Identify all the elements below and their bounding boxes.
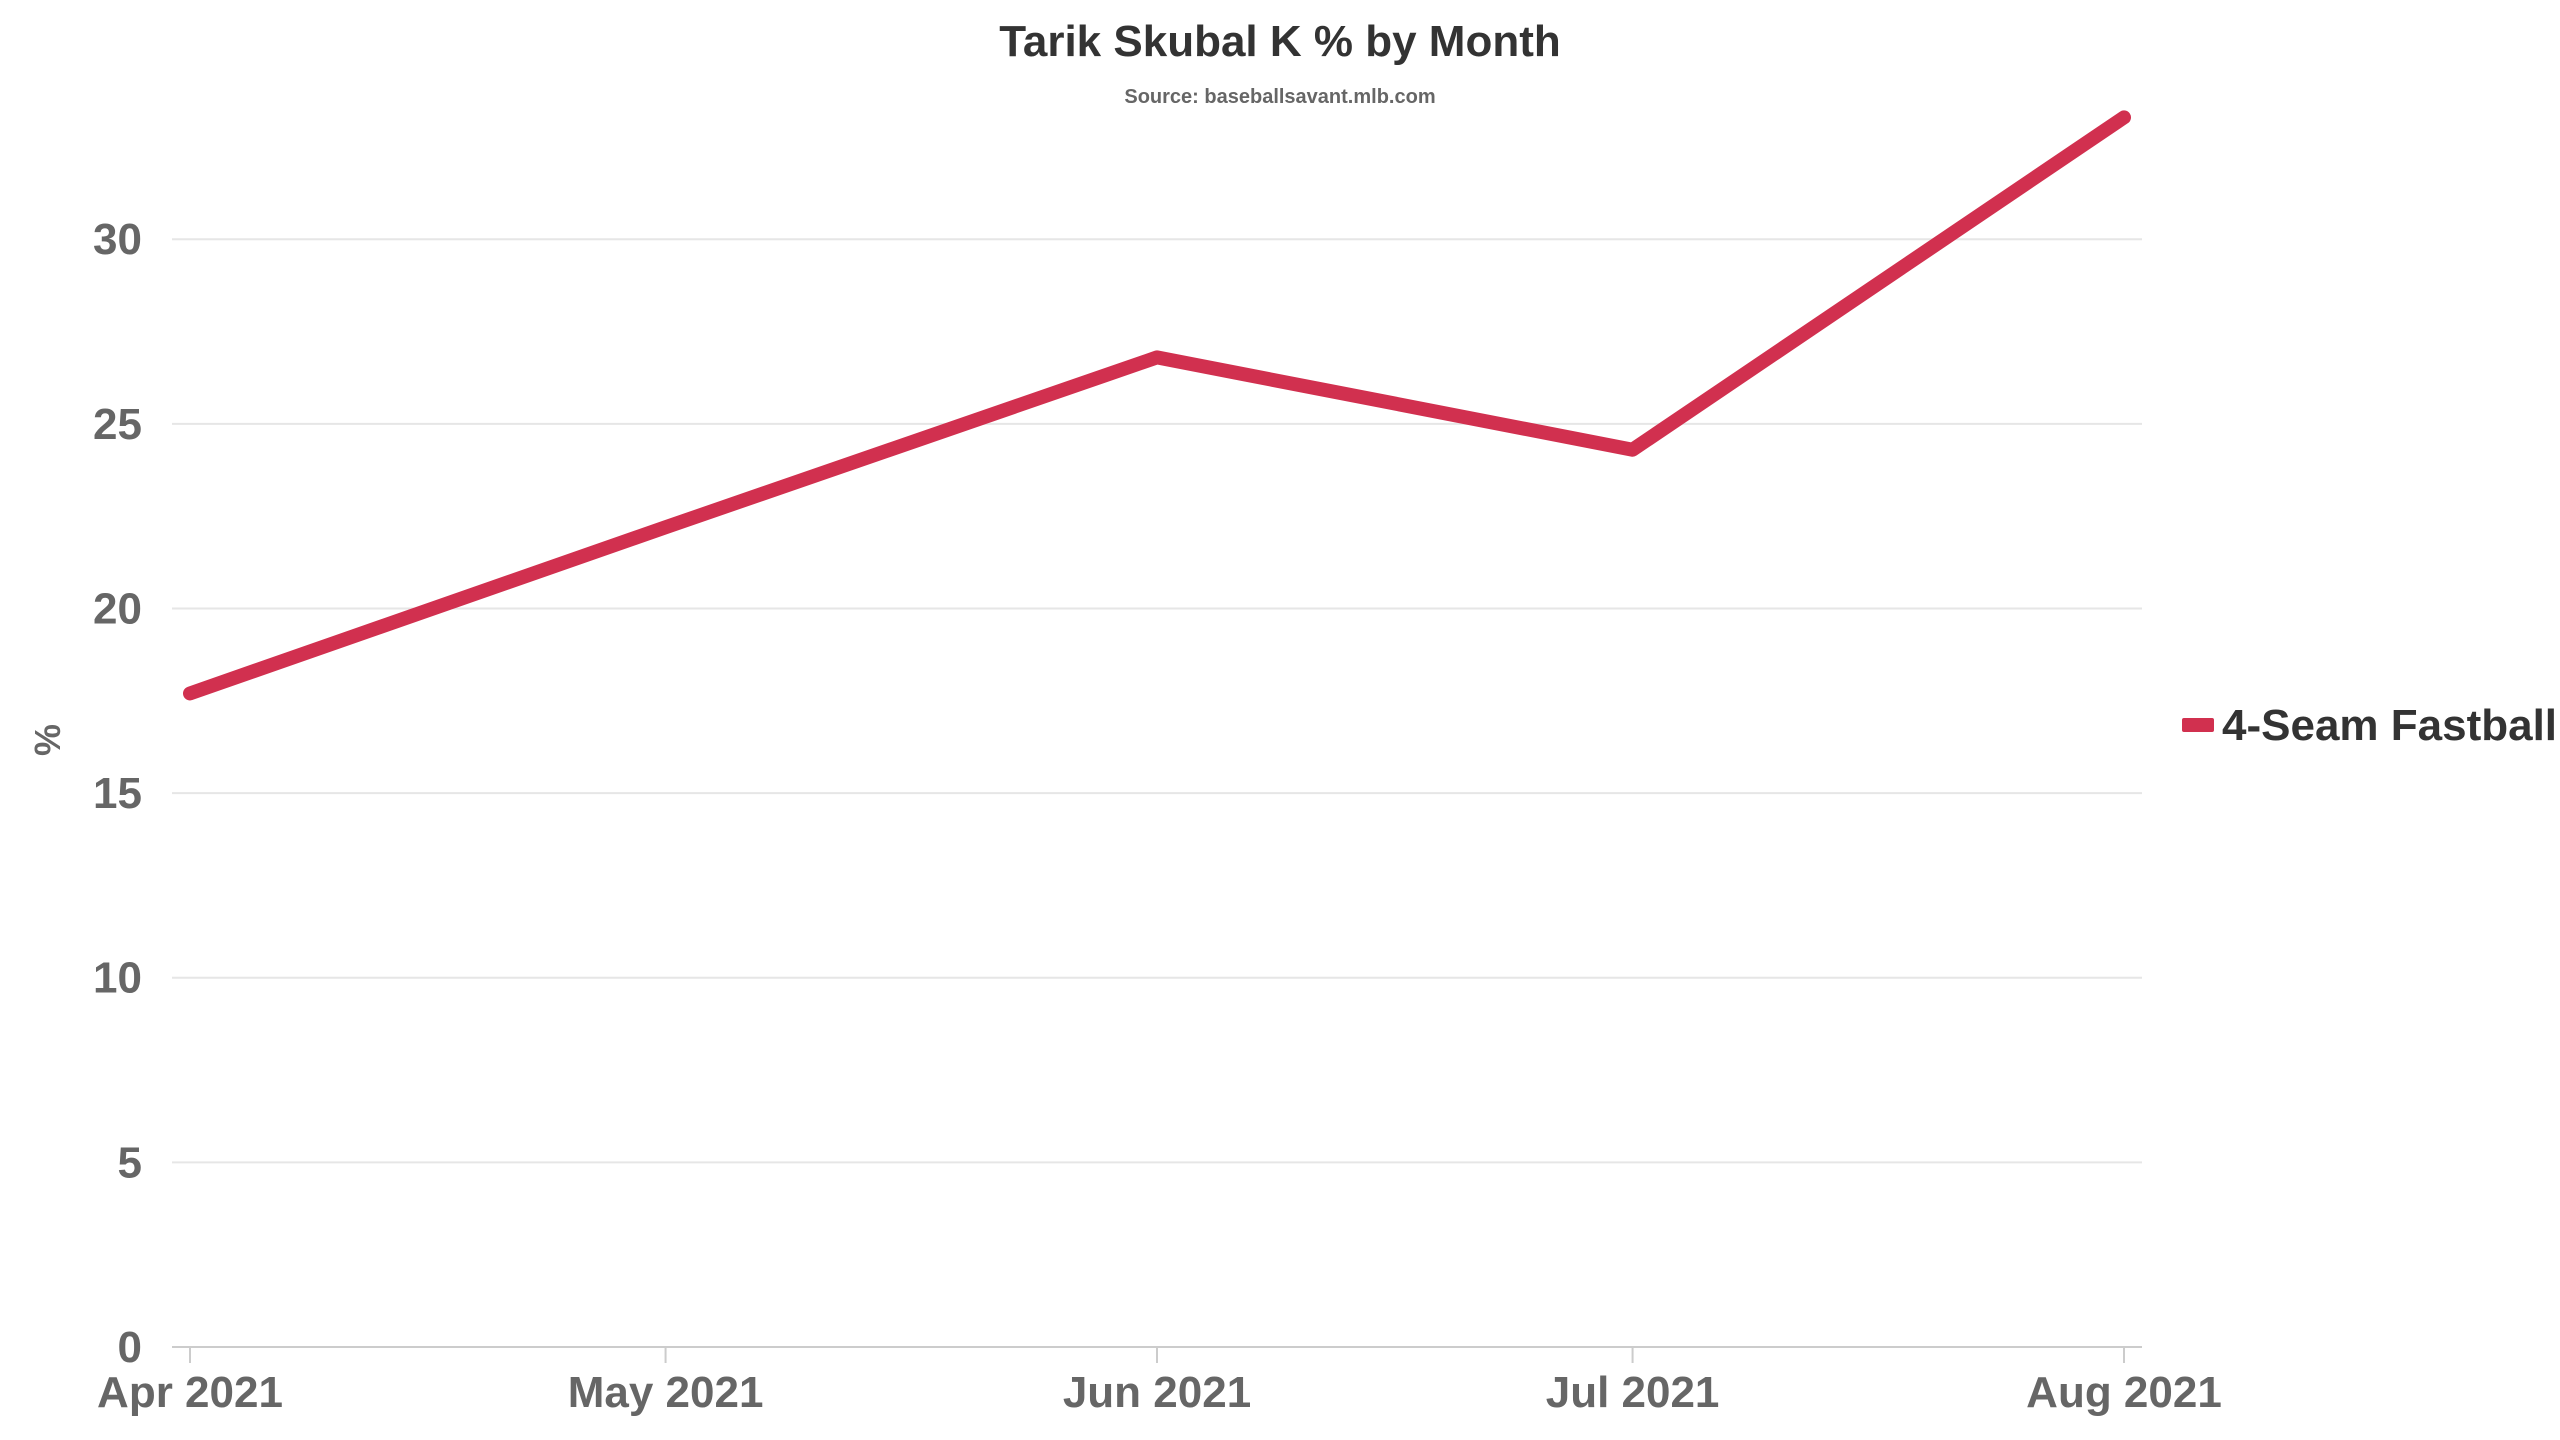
legend-swatch: [2182, 718, 2214, 732]
y-tick-label: 30: [93, 215, 142, 264]
x-tick-label: Apr 2021: [97, 1368, 283, 1417]
y-axis-title: %: [27, 724, 68, 756]
x-tick-label: May 2021: [568, 1368, 764, 1417]
y-tick-label: 5: [118, 1138, 142, 1187]
series: [183, 110, 2131, 701]
y-tick-label: 20: [93, 584, 142, 633]
legend-label: 4-Seam Fastball: [2222, 701, 2557, 750]
y-tick-label: 25: [93, 400, 142, 449]
chart-title: Tarik Skubal K % by Month: [999, 17, 1560, 66]
gridlines: [172, 238, 2142, 1164]
y-axis: 0 5 10 15 20 25 30: [93, 215, 142, 1372]
y-tick-label: 15: [93, 769, 142, 818]
series-line[interactable]: [183, 110, 2131, 701]
chart-subtitle: Source: baseballsavant.mlb.com: [1124, 86, 1435, 108]
y-tick-label: 10: [93, 954, 142, 1003]
legend[interactable]: 4-Seam Fastball: [2182, 701, 2557, 750]
x-tick-label: Aug 2021: [2026, 1368, 2222, 1417]
x-axis: [172, 1346, 2142, 1363]
x-tick-label: Jul 2021: [1546, 1368, 1720, 1417]
y-tick-label: 0: [118, 1323, 142, 1372]
x-axis-labels: Apr 2021 May 2021 Jun 2021 Jul 2021 Aug 2021: [97, 1368, 2222, 1417]
x-tick-label: Jun 2021: [1063, 1368, 1251, 1417]
